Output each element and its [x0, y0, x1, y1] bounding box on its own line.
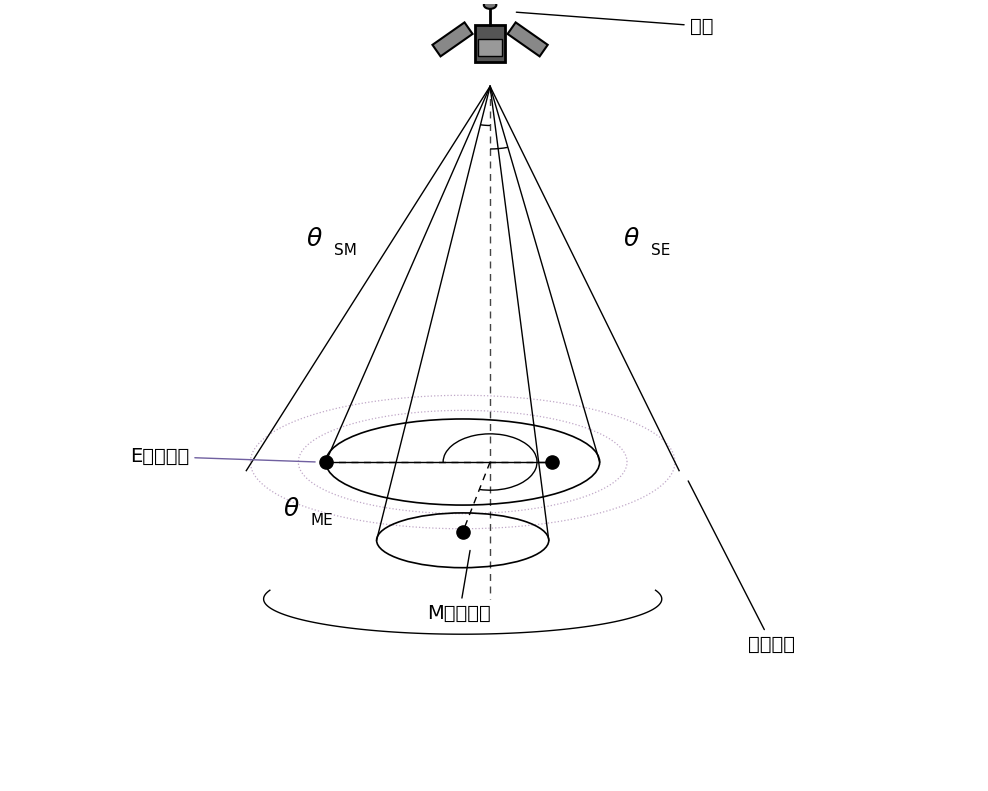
Polygon shape: [433, 22, 472, 56]
Point: [454, 526, 470, 539]
Point: [543, 456, 559, 468]
Text: 卫星投影: 卫星投影: [689, 481, 795, 654]
Text: SE: SE: [650, 243, 670, 258]
Bar: [478, 39, 502, 56]
Text: M（月亮）: M（月亮）: [428, 551, 491, 623]
Text: 卫星: 卫星: [517, 12, 713, 36]
Polygon shape: [508, 22, 547, 56]
Text: $\theta$: $\theta$: [283, 497, 299, 521]
Text: $\theta$: $\theta$: [306, 227, 323, 251]
Ellipse shape: [484, 1, 496, 9]
Text: E（地球）: E（地球）: [130, 447, 315, 466]
Point: [318, 456, 334, 468]
Text: ME: ME: [310, 513, 333, 528]
Bar: [475, 25, 505, 62]
Text: SM: SM: [334, 243, 357, 258]
Text: $\theta$: $\theta$: [623, 227, 640, 251]
